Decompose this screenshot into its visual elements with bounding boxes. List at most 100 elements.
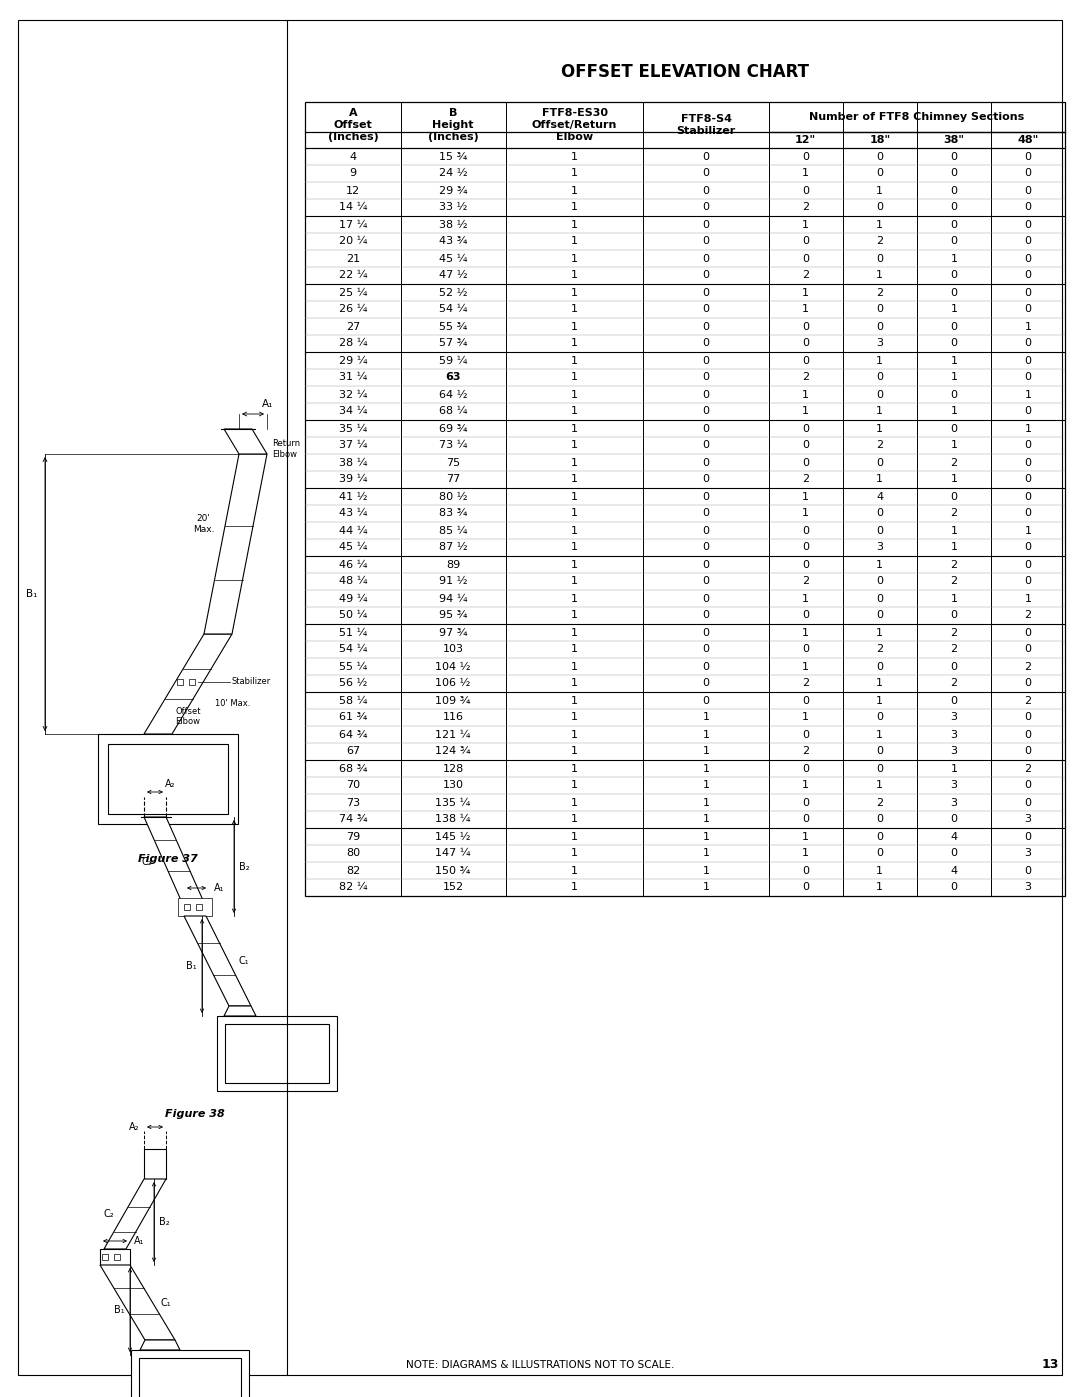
Text: 0: 0 xyxy=(950,186,957,196)
Text: 1: 1 xyxy=(571,305,578,314)
Text: 1: 1 xyxy=(876,696,883,705)
Text: 1: 1 xyxy=(571,577,578,587)
Text: 17 ¼: 17 ¼ xyxy=(339,219,367,229)
Text: 0: 0 xyxy=(950,883,957,893)
Text: FTF8-ES30
Offset/Return
Elbow: FTF8-ES30 Offset/Return Elbow xyxy=(531,109,617,141)
Text: 0: 0 xyxy=(703,440,710,450)
Text: 1: 1 xyxy=(876,407,883,416)
Text: 94 ¼: 94 ¼ xyxy=(438,594,468,604)
Text: 1: 1 xyxy=(950,594,957,604)
Text: 150 ¾: 150 ¾ xyxy=(435,866,471,876)
Text: 1: 1 xyxy=(571,219,578,229)
Text: 0: 0 xyxy=(876,577,883,587)
Text: 0: 0 xyxy=(876,390,883,400)
Text: 0: 0 xyxy=(1025,271,1031,281)
Text: 0: 0 xyxy=(876,253,883,264)
Text: 18": 18" xyxy=(869,136,890,145)
Text: 2: 2 xyxy=(876,644,883,655)
Text: 1: 1 xyxy=(571,509,578,518)
Text: 0: 0 xyxy=(876,525,883,535)
Text: 0: 0 xyxy=(703,457,710,468)
Text: 1: 1 xyxy=(950,305,957,314)
Bar xyxy=(131,1350,249,1397)
Text: 45 ¼: 45 ¼ xyxy=(339,542,367,552)
Text: 34 ¼: 34 ¼ xyxy=(339,407,367,416)
Text: 43 ¾: 43 ¾ xyxy=(438,236,468,246)
Text: 48": 48" xyxy=(1017,136,1039,145)
Text: 95 ¾: 95 ¾ xyxy=(438,610,468,620)
Text: 1: 1 xyxy=(876,271,883,281)
Text: 0: 0 xyxy=(802,525,809,535)
Text: 0: 0 xyxy=(1025,440,1031,450)
Text: 0: 0 xyxy=(1025,746,1031,757)
Text: 1: 1 xyxy=(802,509,809,518)
Text: 0: 0 xyxy=(802,440,809,450)
Polygon shape xyxy=(224,429,267,454)
Polygon shape xyxy=(100,1266,175,1340)
Text: 0: 0 xyxy=(1025,203,1031,212)
Text: 0: 0 xyxy=(876,746,883,757)
Text: 1: 1 xyxy=(703,883,710,893)
Text: 1: 1 xyxy=(571,679,578,689)
Text: 2: 2 xyxy=(876,236,883,246)
Text: 1: 1 xyxy=(950,525,957,535)
Text: 0: 0 xyxy=(1025,338,1031,348)
Text: 0: 0 xyxy=(802,883,809,893)
Text: 0: 0 xyxy=(703,203,710,212)
Text: 1: 1 xyxy=(703,781,710,791)
Text: Offset
Elbow: Offset Elbow xyxy=(175,707,201,726)
Text: 87 ½: 87 ½ xyxy=(438,542,468,552)
Text: 0: 0 xyxy=(950,321,957,331)
Text: 52 ½: 52 ½ xyxy=(438,288,468,298)
Text: 1: 1 xyxy=(571,236,578,246)
Text: 15 ¾: 15 ¾ xyxy=(438,151,468,162)
Text: C₂: C₂ xyxy=(141,856,152,868)
Text: 0: 0 xyxy=(876,509,883,518)
Text: 0: 0 xyxy=(802,866,809,876)
Text: 1: 1 xyxy=(571,492,578,502)
Text: NOTE: DIAGRAMS & ILLUSTRATIONS NOT TO SCALE.: NOTE: DIAGRAMS & ILLUSTRATIONS NOT TO SC… xyxy=(406,1361,674,1370)
Text: 0: 0 xyxy=(1025,729,1031,739)
Text: 2: 2 xyxy=(802,373,809,383)
Text: 0: 0 xyxy=(802,764,809,774)
Text: 1: 1 xyxy=(703,814,710,824)
Text: 3: 3 xyxy=(876,542,883,552)
Text: C₁: C₁ xyxy=(161,1298,171,1308)
Text: 3: 3 xyxy=(1025,848,1031,859)
Text: 77: 77 xyxy=(446,475,460,485)
Text: 0: 0 xyxy=(703,577,710,587)
Polygon shape xyxy=(104,1179,166,1249)
Text: 1: 1 xyxy=(571,729,578,739)
Text: 0: 0 xyxy=(950,169,957,179)
Text: 1: 1 xyxy=(571,321,578,331)
Text: 1: 1 xyxy=(1025,390,1031,400)
Text: 91 ½: 91 ½ xyxy=(438,577,468,587)
Text: 130: 130 xyxy=(443,781,463,791)
Text: 0: 0 xyxy=(703,151,710,162)
Text: 0: 0 xyxy=(802,355,809,366)
Text: 1: 1 xyxy=(571,151,578,162)
Text: 0: 0 xyxy=(950,492,957,502)
Bar xyxy=(102,1255,108,1260)
Text: 1: 1 xyxy=(876,679,883,689)
Text: 2: 2 xyxy=(876,440,883,450)
Text: 0: 0 xyxy=(1025,169,1031,179)
Text: 1: 1 xyxy=(571,253,578,264)
Text: 2: 2 xyxy=(950,457,958,468)
Text: 0: 0 xyxy=(1025,219,1031,229)
Text: 38": 38" xyxy=(943,136,964,145)
Text: 1: 1 xyxy=(950,542,957,552)
Text: 0: 0 xyxy=(802,814,809,824)
Text: 24 ½: 24 ½ xyxy=(438,169,468,179)
Text: 0: 0 xyxy=(876,712,883,722)
Text: 27: 27 xyxy=(346,321,360,331)
Text: 1: 1 xyxy=(571,594,578,604)
Text: 0: 0 xyxy=(703,509,710,518)
Text: 54 ¼: 54 ¼ xyxy=(438,305,468,314)
Text: 0: 0 xyxy=(950,662,957,672)
Text: 4: 4 xyxy=(950,831,958,841)
Text: 152: 152 xyxy=(443,883,463,893)
Text: 80 ½: 80 ½ xyxy=(438,492,468,502)
Polygon shape xyxy=(144,634,232,733)
Text: A
Offset
(Inches): A Offset (Inches) xyxy=(327,109,378,141)
